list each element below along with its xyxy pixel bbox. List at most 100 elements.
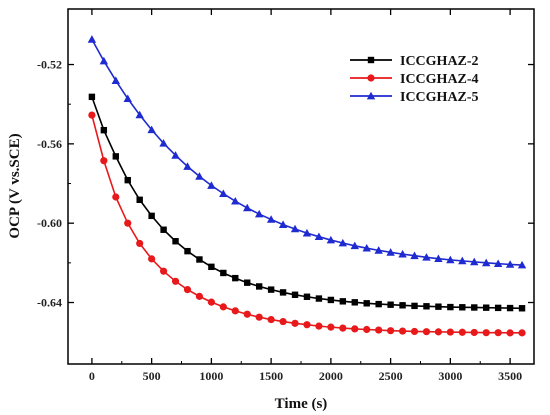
data-point <box>387 327 395 335</box>
data-point <box>183 162 192 170</box>
data-point <box>124 219 132 227</box>
data-point <box>267 315 275 324</box>
data-point <box>243 310 251 318</box>
legend-swatch-marker <box>366 91 376 100</box>
legend: ICCGHAZ-2 ICCGHAZ-4 ICCGHAZ-5 <box>350 54 479 105</box>
data-point <box>363 325 371 334</box>
data-point <box>387 301 394 308</box>
data-point <box>184 247 191 255</box>
data-point <box>231 307 239 315</box>
series-iccghaz-4 <box>88 111 526 337</box>
data-point <box>351 325 359 333</box>
data-point <box>338 238 348 247</box>
data-point <box>410 251 419 260</box>
data-point <box>423 303 430 310</box>
data-point <box>195 292 204 300</box>
data-point <box>231 196 240 205</box>
data-point <box>327 323 335 331</box>
data-point <box>302 228 312 237</box>
data-point <box>147 125 156 134</box>
data-point <box>470 328 478 337</box>
data-point <box>434 254 443 263</box>
y-axis-title: OCP (V vs.SCE) <box>7 133 23 238</box>
x-tick-label: 2000 <box>319 369 343 383</box>
data-point <box>279 289 287 296</box>
data-point <box>327 296 335 304</box>
data-point <box>171 151 180 159</box>
data-point <box>315 295 323 302</box>
data-point <box>315 322 323 330</box>
data-point <box>196 256 203 263</box>
x-axis-ticks: 0 500 1000 1500 2000 2500 3000 3500 <box>89 9 522 383</box>
x-tick-label: 3500 <box>498 369 522 383</box>
data-point <box>244 279 251 286</box>
data-point <box>351 299 358 306</box>
y-tick-label: -0.56 <box>37 137 62 151</box>
data-point <box>87 35 97 43</box>
data-point <box>159 267 168 275</box>
data-point <box>386 248 395 256</box>
series-line <box>91 96 523 310</box>
y-tick-label: -0.60 <box>37 216 62 230</box>
data-point <box>160 226 167 233</box>
data-point <box>171 277 180 285</box>
data-point <box>518 305 526 312</box>
y-tick-label: -0.64 <box>37 296 62 310</box>
legend-label: ICCGHAZ-5 <box>400 90 479 105</box>
data-point <box>219 189 228 197</box>
x-axis-title: Time (s) <box>275 396 328 412</box>
x-tick-label: 2500 <box>379 369 403 383</box>
x-tick-label: 3000 <box>438 369 462 383</box>
data-point <box>362 243 371 252</box>
legend-item: ICCGHAZ-2 <box>350 54 479 69</box>
data-point <box>278 220 288 228</box>
data-point <box>375 300 382 308</box>
series-iccghaz-2 <box>88 93 526 312</box>
data-point <box>291 291 299 298</box>
data-point <box>159 139 168 147</box>
data-point <box>279 317 287 326</box>
data-point <box>266 215 276 223</box>
x-tick-label: 1500 <box>259 369 283 383</box>
data-point <box>303 293 311 300</box>
data-point <box>422 328 431 336</box>
legend-swatch-marker <box>367 74 375 82</box>
data-point <box>458 328 466 336</box>
data-point <box>518 329 526 337</box>
data-point <box>375 326 383 334</box>
data-point <box>517 260 527 269</box>
data-point <box>339 298 347 305</box>
data-point <box>398 327 407 335</box>
data-point <box>195 172 204 180</box>
data-point <box>255 313 263 321</box>
series-line <box>91 114 523 334</box>
data-point <box>267 286 275 293</box>
x-tick-label: 1000 <box>199 369 223 383</box>
data-point <box>112 193 120 201</box>
data-point <box>506 304 514 312</box>
legend-label: ICCGHAZ-4 <box>400 72 479 87</box>
legend-label: ICCGHAZ-2 <box>400 54 479 69</box>
data-point <box>183 286 192 294</box>
data-point <box>207 298 215 306</box>
data-point <box>243 203 252 212</box>
data-point <box>290 224 300 233</box>
data-point <box>494 329 502 337</box>
data-point <box>291 319 299 327</box>
data-point <box>88 93 96 101</box>
data-point <box>459 304 466 311</box>
data-point <box>111 76 120 84</box>
data-point <box>148 212 155 220</box>
legend-item: ICCGHAZ-4 <box>350 72 479 87</box>
data-point <box>100 157 108 165</box>
data-point <box>505 260 515 268</box>
data-point <box>506 329 514 337</box>
data-point <box>88 111 96 119</box>
y-axis-ticks: -0.52 -0.56 -0.60 -0.64 <box>37 58 534 310</box>
data-point <box>220 269 227 277</box>
data-point <box>303 321 311 329</box>
data-point <box>172 238 179 245</box>
data-point <box>219 303 227 311</box>
